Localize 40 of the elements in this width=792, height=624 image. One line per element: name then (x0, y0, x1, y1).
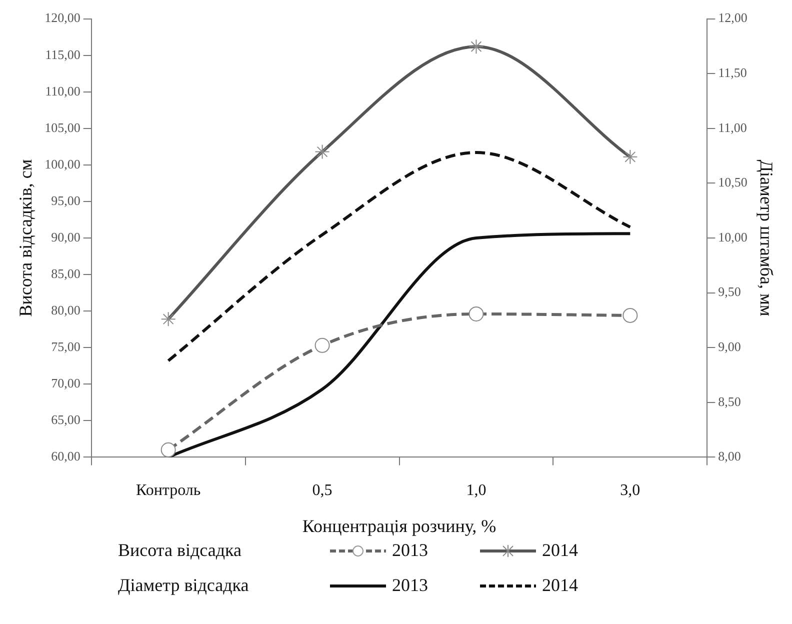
point (622, 308, 638, 323)
y-axis-title: Висота відсадків, см (16, 159, 36, 317)
y-tick-label: 65,00 (51, 412, 80, 428)
y-tick-label: 60,00 (51, 448, 80, 464)
y-tick-label: 105,00 (44, 120, 80, 135)
legend-label: 2014 (542, 540, 578, 561)
y2-tick-label: 10,50 (718, 174, 748, 190)
point (160, 442, 176, 458)
y-tick-label: 85,00 (51, 266, 80, 281)
y-tick-label: 115,00 (45, 46, 80, 62)
text: Висота відсадка (118, 540, 242, 561)
y2-tick-label: 9,50 (718, 284, 741, 300)
line-series (166, 151, 632, 362)
x-tick-label: Контроль (136, 482, 201, 500)
y-tick-label: 70,00 (51, 376, 80, 391)
legend-label: 2014 (542, 575, 578, 596)
y2-tick-label: 11,00 (718, 120, 747, 135)
y2-tick-label: 10,00 (718, 229, 748, 244)
y-tick-label: 110,00 (45, 83, 80, 98)
text: Діаметр відсадка (118, 575, 250, 596)
point (314, 338, 330, 353)
legend-label: 2013 (392, 540, 428, 561)
y2-tick-label: 8,50 (718, 394, 741, 409)
y-tick-label: 80,00 (51, 302, 80, 318)
y-tick-label: 120,00 (44, 10, 80, 26)
legend-label: 2013 (392, 575, 428, 596)
y2-axis-title: Діаметр штамба, мм (756, 160, 776, 316)
x-tick-label: 0,5 (312, 482, 332, 500)
y-tick-label: 100,00 (44, 156, 80, 172)
y-tick-label: 90,00 (51, 229, 80, 244)
y-tick-label: 75,00 (51, 339, 80, 354)
y2-tick-label: 12,00 (718, 10, 748, 26)
x-tick-label: 3,0 (620, 482, 640, 500)
y2-tick-label: 9,00 (718, 339, 741, 354)
point (468, 306, 484, 322)
x-tick-label: 1,0 (466, 482, 486, 500)
y2-tick-label: 8,00 (718, 448, 741, 464)
y-tick-label: 95,00 (51, 192, 80, 208)
y2-tick-label: 11,50 (718, 65, 747, 80)
x-axis-title: Концентрація розчину, % (302, 516, 496, 536)
